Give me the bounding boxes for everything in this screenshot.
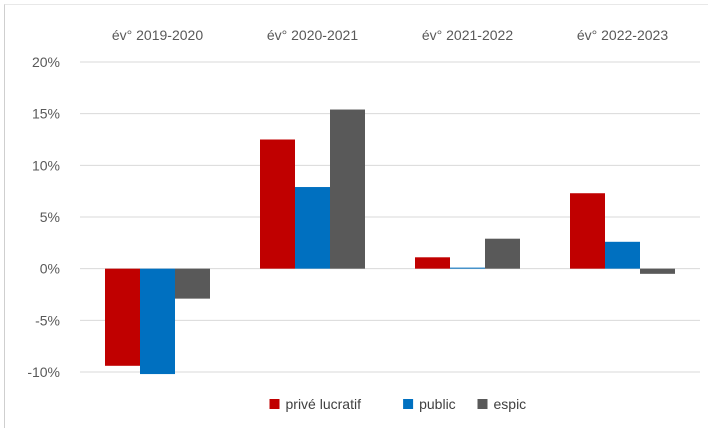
legend-swatch (403, 399, 414, 409)
bar-espic (330, 109, 365, 269)
bar-public (295, 187, 330, 269)
legend-label: public (419, 396, 456, 412)
legend-swatch (269, 399, 280, 409)
category-label: év° 2019-2020 (112, 27, 203, 43)
bar-privé-lucratif (415, 257, 450, 269)
category-label: év° 2021-2022 (422, 27, 513, 43)
legend-label: privé lucratif (286, 396, 362, 412)
bar-espic (640, 268, 675, 274)
y-tick-label: -5% (35, 312, 60, 328)
bar-espic (175, 268, 210, 299)
legend-label: espic (494, 396, 527, 412)
legend-swatch (477, 399, 488, 409)
bar-privé-lucratif (260, 139, 295, 269)
category-label: év° 2022-2023 (577, 27, 668, 43)
y-tick-label: 10% (32, 157, 60, 173)
bar-privé-lucratif (570, 193, 605, 269)
bar-espic (485, 238, 520, 269)
bar-public (140, 268, 175, 375)
bar-public (450, 267, 485, 269)
y-tick-label: -10% (27, 364, 60, 380)
bar-privé-lucratif (105, 268, 140, 366)
y-tick-label: 15% (32, 106, 60, 122)
bar-public (605, 241, 640, 269)
y-tick-label: 5% (40, 209, 60, 225)
category-label: év° 2020-2021 (267, 27, 358, 43)
y-tick-label: 0% (40, 261, 60, 277)
y-tick-label: 20% (32, 54, 60, 70)
